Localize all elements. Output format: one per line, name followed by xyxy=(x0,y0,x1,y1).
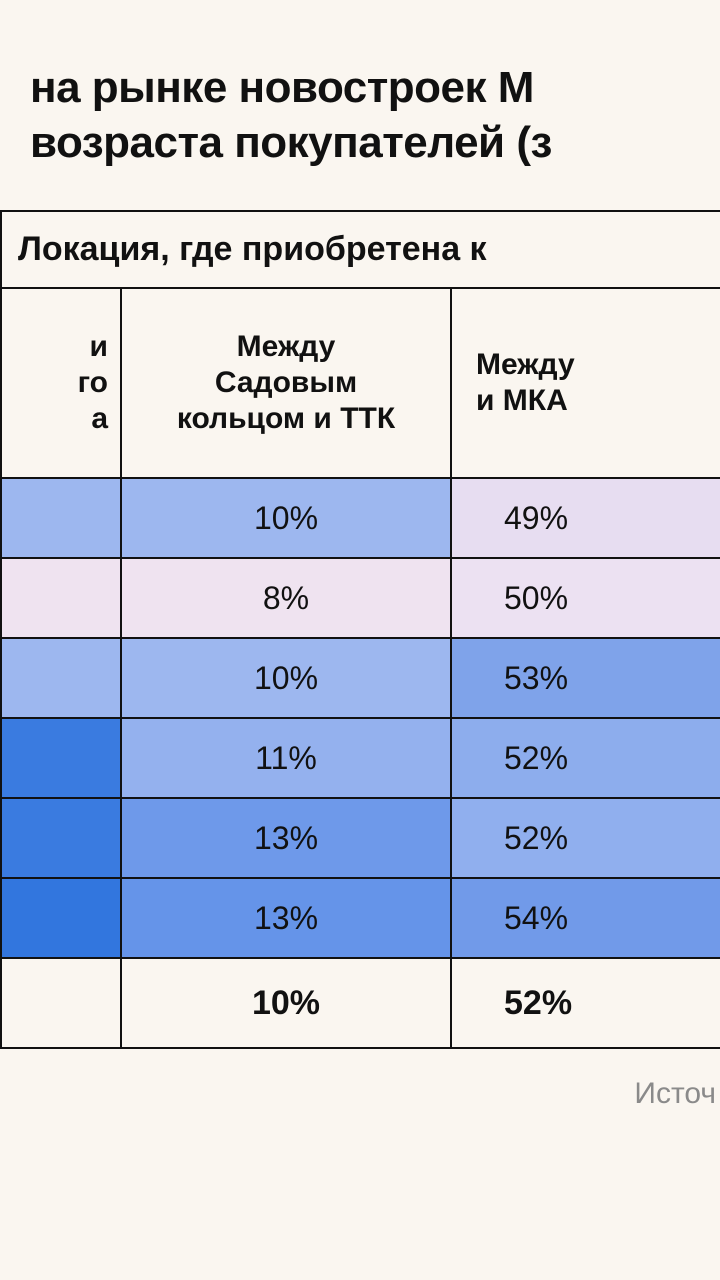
cell-c-text: 52% xyxy=(504,820,568,856)
cell-a xyxy=(1,638,121,718)
cell-b: 11% xyxy=(121,718,451,798)
page: на рынке новостроек М возраста покупател… xyxy=(0,0,720,1280)
cell-c-text: 49% xyxy=(504,500,568,536)
total-c: 52% xyxy=(451,958,720,1048)
title-line-1: на рынке новостроек М xyxy=(30,60,720,115)
cell-c-text: 54% xyxy=(504,900,568,936)
title-line-2: возраста покупателей (з xyxy=(30,115,720,170)
col-header-a: и го а xyxy=(1,288,121,478)
cell-a xyxy=(1,718,121,798)
cell-c: 49% xyxy=(451,478,720,558)
table-row: 10% 53% xyxy=(1,638,720,718)
table-row: 10% 49% xyxy=(1,478,720,558)
cell-c: 52% xyxy=(451,718,720,798)
page-title: на рынке новостроек М возраста покупател… xyxy=(0,0,720,210)
table-sub-header-row: и го а Между Садовым кольцом и ТТК Между… xyxy=(1,288,720,478)
cell-b: 10% xyxy=(121,478,451,558)
col-header-b-text: Между Садовым кольцом и ТТК xyxy=(132,329,440,437)
cell-a xyxy=(1,478,121,558)
cell-c-text: 50% xyxy=(504,580,568,616)
total-a xyxy=(1,958,121,1048)
table-row: 13% 54% xyxy=(1,878,720,958)
cell-a xyxy=(1,558,121,638)
cell-a xyxy=(1,798,121,878)
table-row: 8% 50% xyxy=(1,558,720,638)
total-c-text: 52% xyxy=(504,984,572,1022)
data-table: Локация, где приобретена к и го а Между … xyxy=(0,210,720,1049)
cell-c: 50% xyxy=(451,558,720,638)
col-header-a-text: и го а xyxy=(12,329,108,437)
cell-b: 10% xyxy=(121,638,451,718)
cell-b: 13% xyxy=(121,798,451,878)
cell-c-text: 52% xyxy=(504,740,568,776)
col-header-c-text: Между и МКА xyxy=(476,347,710,419)
cell-c: 54% xyxy=(451,878,720,958)
table-total-row: 10% 52% xyxy=(1,958,720,1048)
table-row: 11% 52% xyxy=(1,718,720,798)
cell-b: 13% xyxy=(121,878,451,958)
total-b: 10% xyxy=(121,958,451,1048)
cell-a xyxy=(1,878,121,958)
cell-c-text: 53% xyxy=(504,660,568,696)
data-table-wrap: Локация, где приобретена к и го а Между … xyxy=(0,210,720,1049)
table-super-header-row: Локация, где приобретена к xyxy=(1,211,720,288)
source-label: Источ xyxy=(0,1049,720,1111)
cell-c: 52% xyxy=(451,798,720,878)
cell-b: 8% xyxy=(121,558,451,638)
table-row: 13% 52% xyxy=(1,798,720,878)
col-header-c: Между и МКА xyxy=(451,288,720,478)
table-super-header: Локация, где приобретена к xyxy=(1,211,720,288)
col-header-b: Между Садовым кольцом и ТТК xyxy=(121,288,451,478)
cell-c: 53% xyxy=(451,638,720,718)
